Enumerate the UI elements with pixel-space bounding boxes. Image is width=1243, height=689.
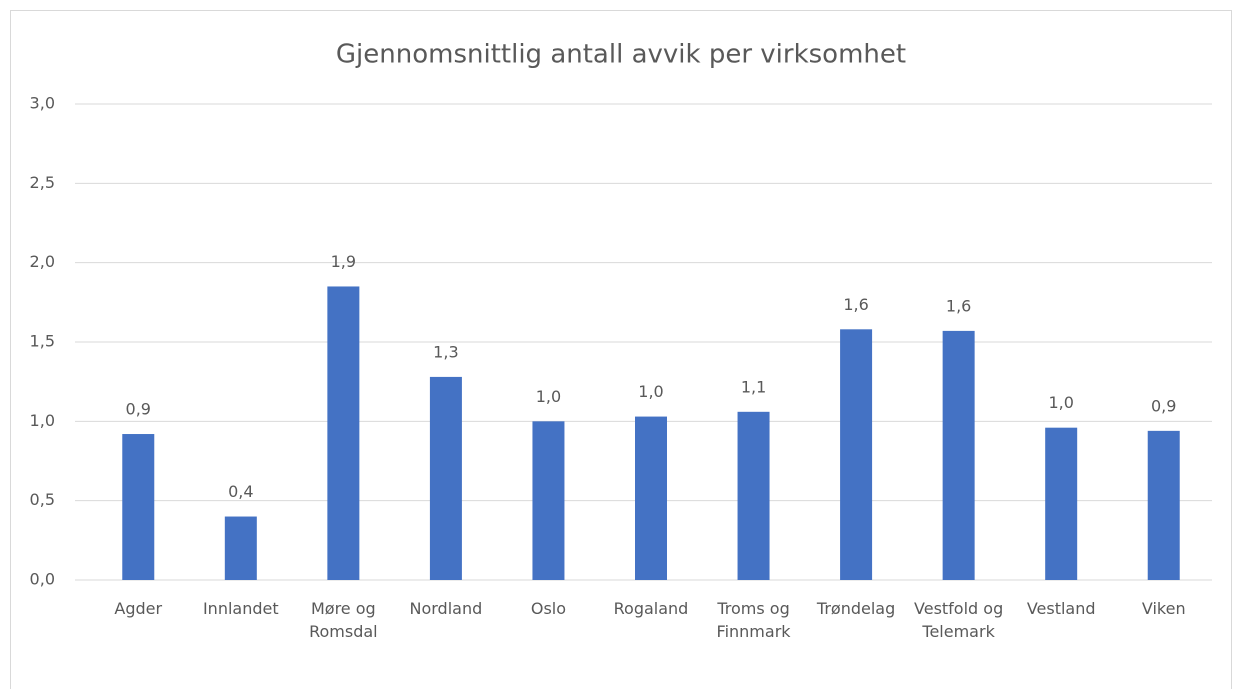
data-label: 1,3 [433,342,458,361]
y-tick-label: 1,0 [30,411,55,430]
data-label: 1,6 [946,296,971,315]
x-tick-label: Innlandet [202,599,279,618]
x-tick-label: Vestfold og Telemark [914,599,1004,641]
data-label: 0,9 [126,400,151,419]
x-tick-label: Vestland [1026,599,1096,618]
data-label: 0,9 [1151,396,1176,415]
data-label: 1,1 [741,377,766,396]
x-tick-label: Oslo [530,599,567,618]
bar [532,421,565,580]
bar [840,329,873,580]
bar [737,411,770,580]
data-label: 1,0 [536,387,561,406]
data-label: 1,0 [638,382,663,401]
data-label: 1,9 [331,252,356,271]
x-tick-label: Trøndelag [816,599,896,618]
x-tick-label: Møre og Romsdal [309,599,378,641]
y-tick-label: 0,0 [30,570,55,589]
y-tick-label: 1,5 [30,332,55,351]
y-tick-label: 3,0 [30,94,55,113]
bar [224,516,257,580]
x-tick-label: Rogaland [613,599,689,618]
chart-frame [10,10,1232,689]
bar [942,330,975,580]
y-tick-label: 2,5 [30,173,55,192]
x-tick-label: Nordland [409,599,483,618]
data-label: 1,6 [843,295,868,314]
data-label: 1,0 [1048,393,1073,412]
y-tick-label: 0,5 [30,490,55,509]
x-tick-label: Viken [1141,599,1186,618]
bar [429,376,462,580]
x-tick-label: Agder [114,599,163,618]
chart-title: Gjennomsnittlig antall avvik per virksom… [336,40,906,70]
x-tick-label: Troms og Finnmark [716,599,791,641]
y-tick-label: 2,0 [30,252,55,271]
data-label: 0,4 [228,482,253,501]
bar [327,286,360,580]
bar [635,416,667,580]
bar [122,434,155,580]
bar [1147,430,1180,580]
bar [1045,427,1078,580]
